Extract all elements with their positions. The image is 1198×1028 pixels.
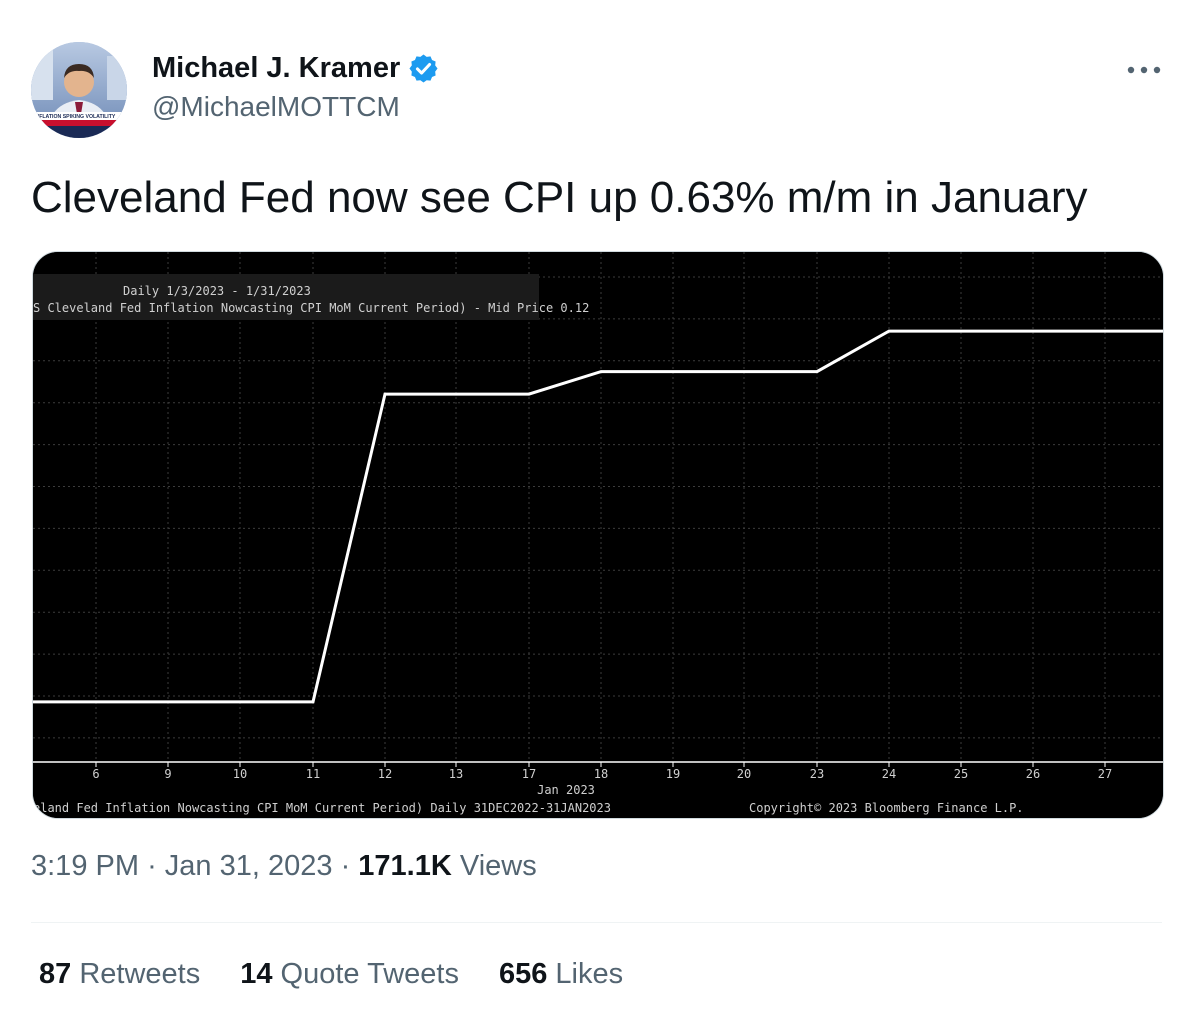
chart-x-tick-label: 26 (1026, 767, 1040, 781)
quotes-label: Quote Tweets (280, 958, 459, 990)
tweet-meta: 3:19 PM · Jan 31, 2023 · 171.1K Views (31, 850, 537, 883)
chart-x-tick-label: 27 (1098, 767, 1112, 781)
chart-x-tick-label: 25 (954, 767, 968, 781)
chart-x-tick-label: 20 (737, 767, 751, 781)
chart-legend-header: Daily 1/3/2023 - 1/31/2023 (123, 284, 311, 298)
chart-x-tick-label: 17 (522, 767, 536, 781)
more-dots-icon[interactable] (1122, 56, 1166, 84)
meta-separator: · (147, 850, 157, 882)
chart-footer-left: eland Fed Inflation Nowcasting CPI MoM C… (33, 801, 611, 815)
chart-series-line (33, 329, 1163, 704)
quote-tweets-stat[interactable]: 14 Quote Tweets (240, 958, 459, 991)
chart-x-tick-label: 9 (164, 767, 171, 781)
divider (31, 922, 1162, 923)
quotes-count: 14 (240, 958, 273, 990)
tweet-date[interactable]: Jan 31, 2023 (164, 850, 333, 882)
author-handle[interactable]: @MichaelMOTTCM (152, 91, 400, 122)
chart-x-tick-label: 18 (594, 767, 608, 781)
tweet-time[interactable]: 3:19 PM (31, 850, 139, 882)
chart-footer-right: Copyright© 2023 Bloomberg Finance L.P. (749, 801, 1024, 815)
views-label: Views (459, 850, 537, 882)
likes-label: Likes (555, 958, 624, 990)
tweet-stats: 87 Retweets 14 Quote Tweets 656 Likes (39, 958, 663, 991)
tweet-media-chart[interactable]: Daily 1/3/2023 - 1/31/2023 S Cleveland F… (32, 251, 1164, 819)
chart-x-tick-label: 12 (378, 767, 392, 781)
chart-x-tick-label: 6 (92, 767, 99, 781)
retweets-count: 87 (39, 958, 72, 990)
chart-x-tick-label: 13 (449, 767, 463, 781)
retweets-stat[interactable]: 87 Retweets (39, 958, 200, 991)
tweet-text: Cleveland Fed now see CPI up 0.63% m/m i… (31, 173, 1088, 222)
chart-x-axis-month: Jan 2023 (537, 783, 595, 797)
meta-separator-2: · (340, 850, 351, 882)
chart-x-tick-label: 24 (882, 767, 896, 781)
author-avatar[interactable]: INFLATION SPIKING VOLATILITY (31, 42, 127, 138)
retweets-label: Retweets (79, 958, 201, 990)
chart-x-tick-label: 23 (810, 767, 824, 781)
likes-count: 656 (498, 958, 548, 990)
likes-stat[interactable]: 656 Likes (499, 958, 623, 991)
chart-legend-series: S Cleveland Fed Inflation Nowcasting CPI… (33, 301, 589, 315)
verified-badge-icon (407, 52, 440, 85)
author-display-name[interactable]: Michael J. Kramer (152, 51, 401, 84)
chart-x-tick-label: 10 (233, 767, 247, 781)
chart-x-tick-label: 19 (666, 767, 680, 781)
chart-x-tick-label: 11 (306, 767, 320, 781)
avatar-banner-text: INFLATION SPIKING VOLATILITY (34, 114, 116, 120)
views-count: 171.1K (358, 850, 452, 882)
